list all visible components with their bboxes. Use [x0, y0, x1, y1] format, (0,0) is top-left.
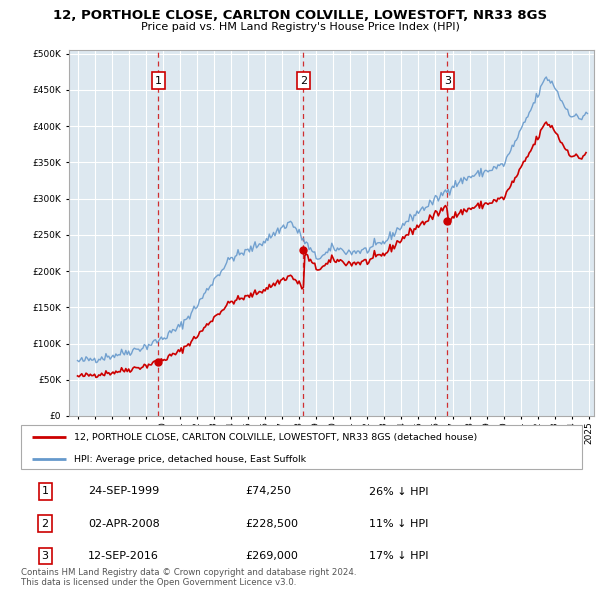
- Text: 26% ↓ HPI: 26% ↓ HPI: [369, 487, 428, 496]
- Text: 2: 2: [300, 76, 307, 86]
- Text: 24-SEP-1999: 24-SEP-1999: [88, 487, 160, 496]
- FancyBboxPatch shape: [21, 425, 582, 469]
- Text: £74,250: £74,250: [245, 487, 292, 496]
- Text: £269,000: £269,000: [245, 550, 298, 560]
- Text: 11% ↓ HPI: 11% ↓ HPI: [369, 519, 428, 529]
- Text: 12, PORTHOLE CLOSE, CARLTON COLVILLE, LOWESTOFT, NR33 8GS: 12, PORTHOLE CLOSE, CARLTON COLVILLE, LO…: [53, 9, 547, 22]
- Text: £228,500: £228,500: [245, 519, 298, 529]
- Text: 17% ↓ HPI: 17% ↓ HPI: [369, 550, 428, 560]
- Text: 02-APR-2008: 02-APR-2008: [88, 519, 160, 529]
- Text: Contains HM Land Registry data © Crown copyright and database right 2024.
This d: Contains HM Land Registry data © Crown c…: [21, 568, 356, 587]
- Text: 1: 1: [41, 487, 49, 496]
- Text: 3: 3: [444, 76, 451, 86]
- Text: Price paid vs. HM Land Registry's House Price Index (HPI): Price paid vs. HM Land Registry's House …: [140, 22, 460, 32]
- Text: 1: 1: [155, 76, 161, 86]
- Text: 3: 3: [41, 550, 49, 560]
- Text: HPI: Average price, detached house, East Suffolk: HPI: Average price, detached house, East…: [74, 455, 307, 464]
- Text: 12-SEP-2016: 12-SEP-2016: [88, 550, 159, 560]
- Text: 2: 2: [41, 519, 49, 529]
- Text: 12, PORTHOLE CLOSE, CARLTON COLVILLE, LOWESTOFT, NR33 8GS (detached house): 12, PORTHOLE CLOSE, CARLTON COLVILLE, LO…: [74, 432, 478, 442]
